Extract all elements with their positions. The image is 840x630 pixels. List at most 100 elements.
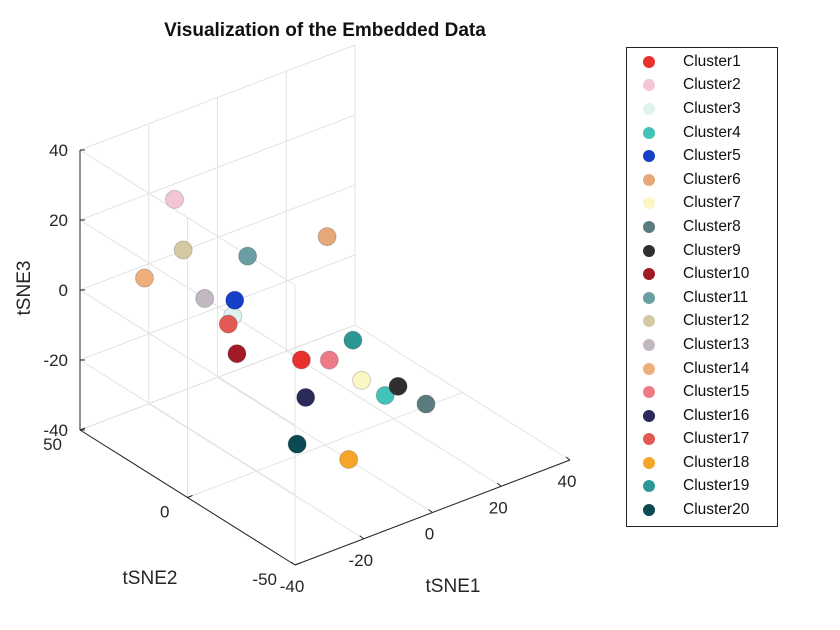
legend-marker bbox=[643, 244, 655, 257]
grid-line bbox=[79, 149, 296, 286]
point-cluster4 bbox=[375, 385, 395, 405]
y-tick-label: -50 bbox=[252, 570, 277, 589]
legend-label: Cluster20 bbox=[683, 501, 750, 519]
legend-label: Cluster3 bbox=[683, 99, 741, 117]
x-axis-label: tSNE1 bbox=[426, 576, 481, 597]
x-tick-label: 0 bbox=[425, 525, 434, 544]
legend-marker bbox=[643, 291, 655, 304]
point-cluster13 bbox=[195, 288, 215, 308]
legend-item: Cluster10 bbox=[627, 262, 777, 286]
x-tick-mark bbox=[428, 509, 433, 513]
legend-marker bbox=[643, 268, 655, 281]
legend-item: Cluster9 bbox=[627, 239, 777, 263]
x-tick-mark bbox=[565, 456, 571, 461]
legend-label: Cluster7 bbox=[683, 194, 741, 212]
legend-item: Cluster2 bbox=[627, 74, 777, 98]
z-tick-label: -20 bbox=[43, 351, 68, 370]
grid-line bbox=[79, 44, 356, 151]
legend-marker bbox=[643, 504, 655, 517]
legend-label: Cluster2 bbox=[683, 76, 741, 94]
y-tick-label: 50 bbox=[43, 435, 62, 454]
legend-marker bbox=[643, 150, 655, 163]
y-tick-label: 0 bbox=[160, 503, 169, 522]
x-tick-label: -20 bbox=[348, 551, 373, 570]
legend-marker bbox=[643, 79, 655, 92]
legend-label: Cluster10 bbox=[683, 265, 750, 283]
grid-line bbox=[79, 359, 296, 496]
legend-label: Cluster14 bbox=[683, 359, 750, 377]
legend-item: Cluster14 bbox=[627, 357, 777, 381]
legend-label: Cluster4 bbox=[683, 123, 741, 141]
point-cluster12 bbox=[173, 240, 193, 260]
legend-marker bbox=[643, 55, 655, 68]
legend-item: Cluster3 bbox=[627, 97, 777, 121]
z-tick-label: 40 bbox=[49, 141, 68, 160]
y-axis-label: tSNE2 bbox=[123, 568, 178, 589]
legend-item: Cluster5 bbox=[627, 144, 777, 168]
x-tick-mark bbox=[496, 482, 502, 487]
point-cluster14 bbox=[135, 268, 154, 288]
legend-label: Cluster8 bbox=[683, 217, 741, 235]
legend-label: Cluster13 bbox=[683, 335, 750, 353]
x-tick-mark bbox=[290, 561, 296, 566]
legend-marker bbox=[643, 315, 655, 328]
legend-marker bbox=[643, 433, 655, 446]
legend-label: Cluster18 bbox=[683, 453, 750, 471]
z-axis-label: tSNE3 bbox=[14, 261, 35, 316]
point-cluster19 bbox=[343, 330, 363, 350]
grid-line bbox=[79, 114, 356, 221]
point-cluster5 bbox=[225, 290, 245, 310]
point-cluster2 bbox=[165, 189, 185, 209]
legend-label: Cluster12 bbox=[683, 312, 750, 330]
x-tick-mark bbox=[359, 535, 365, 540]
legend-marker bbox=[643, 197, 655, 210]
legend-marker bbox=[643, 456, 655, 469]
point-cluster9 bbox=[388, 376, 408, 396]
legend-marker bbox=[643, 220, 655, 233]
legend-item: Cluster17 bbox=[627, 428, 777, 452]
z-tick-label: -40 bbox=[43, 421, 68, 440]
legend-item: Cluster11 bbox=[627, 286, 777, 310]
point-cluster8 bbox=[416, 394, 436, 414]
legend-item: Cluster1 bbox=[627, 50, 777, 74]
legend-item: Cluster12 bbox=[627, 310, 777, 334]
point-cluster18 bbox=[339, 449, 359, 469]
point-cluster7 bbox=[352, 370, 372, 390]
legend-marker bbox=[643, 102, 655, 115]
legend-label: Cluster6 bbox=[683, 170, 741, 188]
y-tick-mark bbox=[187, 495, 193, 498]
legend-item: Cluster16 bbox=[627, 404, 777, 428]
x-tick-label: 40 bbox=[558, 472, 577, 491]
chart-title: Visualization of the Embedded Data bbox=[164, 20, 486, 41]
x-tick-label: 20 bbox=[489, 498, 508, 517]
legend-marker bbox=[643, 409, 655, 422]
legend-label: Cluster1 bbox=[683, 52, 741, 70]
grid-line bbox=[187, 392, 463, 498]
legend-item: Cluster6 bbox=[627, 168, 777, 192]
data-points bbox=[135, 189, 436, 469]
grid-line bbox=[79, 254, 356, 361]
legend-marker bbox=[643, 126, 655, 139]
point-cluster16 bbox=[296, 387, 316, 407]
point-cluster20 bbox=[287, 434, 307, 454]
point-cluster17 bbox=[218, 314, 238, 334]
legend-marker bbox=[643, 338, 655, 351]
legend-label: Cluster17 bbox=[683, 430, 750, 448]
point-cluster1 bbox=[291, 350, 311, 370]
legend-marker bbox=[643, 386, 655, 399]
legend-item: Cluster4 bbox=[627, 121, 777, 145]
legend-item: Cluster15 bbox=[627, 380, 777, 404]
legend-label: Cluster11 bbox=[683, 288, 749, 306]
grid-line bbox=[79, 289, 296, 426]
axes-grid bbox=[79, 44, 571, 566]
point-cluster10 bbox=[227, 344, 247, 364]
legend-item: Cluster18 bbox=[627, 451, 777, 475]
point-cluster6 bbox=[317, 227, 337, 247]
legend-label: Cluster16 bbox=[683, 406, 750, 424]
legend-label: Cluster9 bbox=[683, 241, 741, 259]
legend-label: Cluster15 bbox=[683, 383, 750, 401]
y-tick-mark bbox=[294, 562, 301, 566]
